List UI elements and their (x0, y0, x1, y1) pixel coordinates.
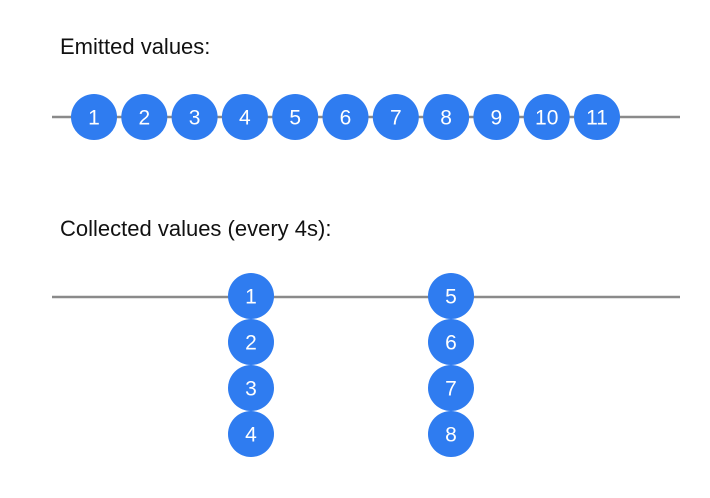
marble-value: 4 (245, 424, 257, 447)
collected-values-label: Collected values (every 4s): (60, 216, 332, 241)
marble-circle (523, 94, 570, 140)
marble-value: 5 (445, 286, 457, 309)
emitted-marble-6: 6 (322, 94, 369, 140)
marble-value: 5 (289, 107, 301, 130)
emitted-marble-11: 11 (574, 94, 620, 140)
emitted-marble-3: 3 (171, 94, 218, 140)
marble-value: 2 (245, 332, 257, 355)
emitted-marble-8: 8 (423, 94, 470, 140)
marble-circle (428, 411, 474, 457)
marble-circle (574, 94, 620, 140)
collected-marble-7: 7 (428, 365, 474, 411)
marble-circle (71, 94, 117, 140)
marble-value: 4 (239, 107, 251, 130)
collected-marble-1: 1 (228, 273, 274, 319)
collected-marble-4: 4 (228, 411, 274, 457)
emitted-marbles: 1 2 3 4 5 6 7 8 9 10 11 (71, 94, 620, 140)
marble-circle (228, 273, 274, 319)
collected-marble-2: 2 (228, 319, 274, 365)
collected-marble-8: 8 (428, 411, 474, 457)
marble-value: 1 (245, 286, 257, 309)
marble-circle (428, 319, 474, 365)
marble-circle (473, 94, 520, 140)
marble-value: 3 (189, 107, 201, 130)
marble-circle (272, 94, 319, 140)
marble-circle (228, 411, 274, 457)
collected-marble-3: 3 (228, 365, 274, 411)
marble-circle (423, 94, 470, 140)
marble-value: 6 (340, 107, 352, 130)
marble-circle (228, 365, 274, 411)
marble-circle (121, 94, 168, 140)
marble-value: 8 (440, 107, 452, 130)
marble-value: 3 (245, 378, 257, 401)
emitted-marble-1: 1 (71, 94, 117, 140)
marble-circle (322, 94, 369, 140)
emitted-marble-9: 9 (473, 94, 520, 140)
collected-marble-6: 6 (428, 319, 474, 365)
marble-value: 1 (88, 107, 100, 130)
collected-marble-5: 5 (428, 273, 474, 319)
emitted-marble-5: 5 (272, 94, 319, 140)
marble-circle (428, 273, 474, 319)
marble-value: 7 (390, 107, 402, 130)
emitted-marble-2: 2 (121, 94, 168, 140)
emitted-values-label: Emitted values: (60, 34, 211, 59)
marble-circle (228, 319, 274, 365)
emitted-marble-4: 4 (221, 94, 268, 140)
marble-value: 2 (138, 107, 150, 130)
marble-value: 11 (586, 107, 608, 130)
marble-circle (372, 94, 419, 140)
marble-value: 10 (535, 107, 558, 130)
emitted-marble-7: 7 (372, 94, 419, 140)
marble-value: 6 (445, 332, 457, 355)
marble-value: 9 (491, 107, 503, 130)
marble-value: 8 (445, 424, 457, 447)
marble-circle (221, 94, 268, 140)
emitted-marble-10: 10 (523, 94, 570, 140)
collected-marbles: 1 2 3 4 5 6 7 8 (228, 273, 474, 457)
marble-circle (171, 94, 218, 140)
marble-circle (428, 365, 474, 411)
marble-value: 7 (445, 378, 457, 401)
